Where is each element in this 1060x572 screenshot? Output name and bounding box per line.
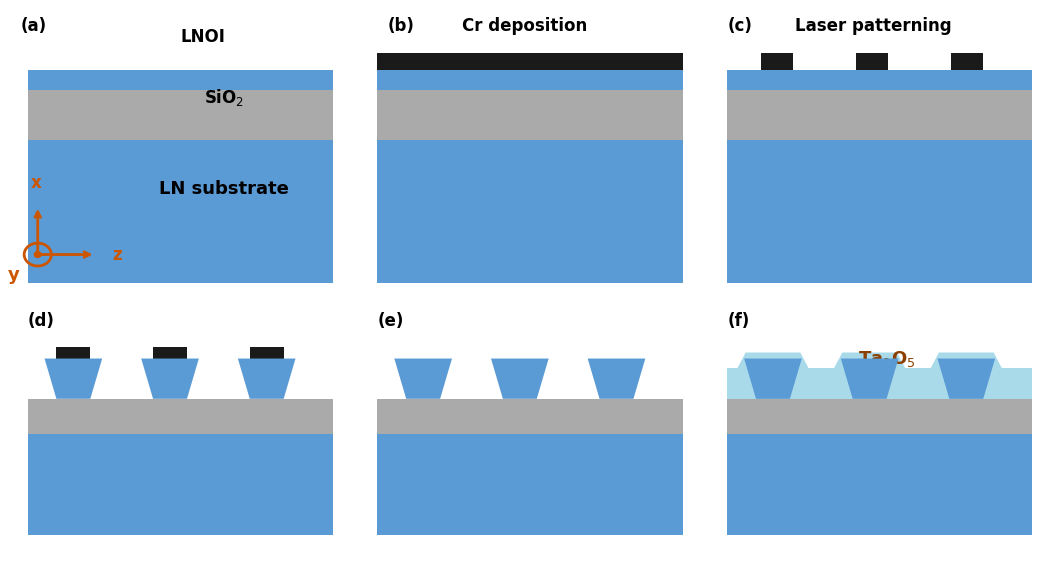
Text: (d): (d) bbox=[28, 312, 54, 330]
Text: Laser patterning: Laser patterning bbox=[795, 17, 952, 35]
Bar bbox=[28, 70, 333, 90]
Bar bbox=[377, 70, 683, 90]
Bar bbox=[727, 70, 1032, 90]
Bar bbox=[727, 368, 1032, 399]
Bar bbox=[377, 434, 683, 535]
Text: (e): (e) bbox=[377, 312, 404, 330]
Polygon shape bbox=[734, 352, 812, 375]
Polygon shape bbox=[841, 359, 899, 399]
Bar bbox=[727, 399, 1032, 434]
Text: (b): (b) bbox=[388, 17, 414, 35]
Bar bbox=[28, 434, 333, 535]
Circle shape bbox=[34, 252, 41, 257]
Bar bbox=[951, 53, 984, 70]
Text: SiO$_2$: SiO$_2$ bbox=[205, 87, 245, 108]
Text: LN substrate: LN substrate bbox=[159, 180, 289, 198]
Polygon shape bbox=[937, 359, 995, 399]
Bar bbox=[761, 53, 793, 70]
Bar bbox=[727, 140, 1032, 283]
Bar bbox=[153, 347, 187, 359]
Bar bbox=[377, 399, 683, 434]
Bar bbox=[377, 140, 683, 283]
Polygon shape bbox=[831, 352, 908, 375]
Bar bbox=[28, 399, 333, 434]
Bar bbox=[856, 53, 888, 70]
Bar bbox=[56, 347, 90, 359]
Polygon shape bbox=[491, 359, 549, 399]
Polygon shape bbox=[928, 352, 1005, 375]
Bar bbox=[250, 347, 284, 359]
Bar bbox=[28, 90, 333, 140]
Bar bbox=[377, 53, 683, 70]
Polygon shape bbox=[237, 359, 296, 399]
Text: x: x bbox=[31, 174, 41, 192]
Polygon shape bbox=[587, 359, 646, 399]
Polygon shape bbox=[744, 359, 801, 399]
Text: (f): (f) bbox=[727, 312, 749, 330]
Polygon shape bbox=[394, 359, 452, 399]
Polygon shape bbox=[45, 359, 102, 399]
Text: Ta$_2$O$_5$: Ta$_2$O$_5$ bbox=[858, 348, 916, 368]
Bar bbox=[377, 90, 683, 140]
Text: LNOI: LNOI bbox=[180, 28, 225, 46]
Bar bbox=[28, 140, 333, 283]
Text: (c): (c) bbox=[727, 17, 752, 35]
Bar bbox=[727, 90, 1032, 140]
Text: (a): (a) bbox=[21, 17, 47, 35]
Text: z: z bbox=[112, 245, 122, 264]
Text: y: y bbox=[8, 265, 20, 284]
Bar bbox=[727, 434, 1032, 535]
Polygon shape bbox=[141, 359, 199, 399]
Text: Cr deposition: Cr deposition bbox=[462, 17, 587, 35]
